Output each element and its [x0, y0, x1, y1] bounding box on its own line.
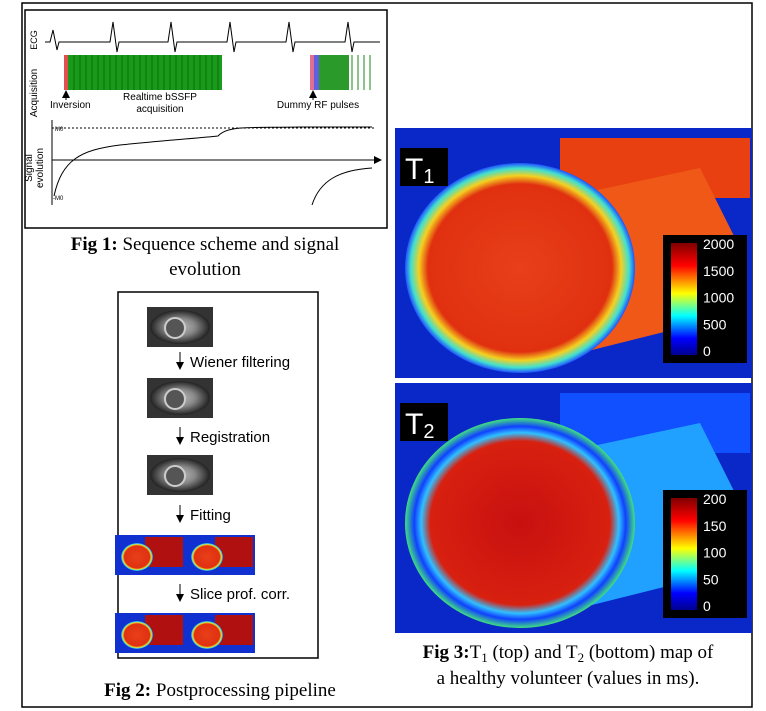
signal-label: evolution — [35, 148, 46, 188]
signal-label: Signal — [24, 154, 35, 182]
fig1-caption: evolution — [169, 259, 241, 280]
caption-text: (bottom) map of — [584, 642, 714, 663]
fig1-frame — [25, 10, 387, 228]
step-label: Registration — [190, 429, 270, 446]
caption-text: (top) and T — [488, 642, 578, 663]
fig2-caption: Fig 2: Postprocessing pipeline — [104, 680, 336, 701]
colorbar-tick-label: 0 — [703, 343, 711, 359]
caption-text: T — [470, 642, 482, 663]
colorbar-tick-label: 1000 — [703, 290, 734, 306]
colorbar — [671, 498, 697, 610]
fig1: ECG Acquisition Signal evolution Inversi… — [24, 10, 387, 280]
colorbar-tick-label: 100 — [703, 545, 727, 561]
dummy-block — [319, 55, 349, 90]
mri-heart — [165, 389, 185, 409]
pipeline: Wiener filtering Registration Fitting Slice… — [115, 307, 290, 653]
colorbar-tick-label: 1500 — [703, 263, 734, 279]
map-label-main: T — [405, 153, 423, 186]
fig3: Fig 3:T1 (top) and T2 (bottom) map of a … — [395, 128, 752, 689]
acq-text: Realtime bSSFP — [123, 92, 197, 103]
map-label-sub: 2 — [423, 421, 434, 443]
m0-text: M0 — [55, 127, 64, 133]
fig2: Wiener filtering Registration Fitting Slice… — [104, 292, 336, 701]
caption-label: Fig 1: — [71, 234, 118, 255]
step-label: Slice prof. corr. — [190, 586, 290, 603]
colorbar-tick-label: 2000 — [703, 236, 734, 252]
map-heart — [405, 163, 635, 373]
caption-label: Fig 3: — [423, 642, 470, 663]
colorbar-tick-label: 500 — [703, 316, 727, 332]
map-heart — [121, 543, 153, 571]
colorbar-tick-label: 0 — [703, 598, 711, 614]
map-heart — [121, 621, 153, 649]
fig3-caption: a healthy volunteer (values in ms). — [437, 668, 700, 689]
map-heart — [191, 543, 223, 571]
caption-text: Postprocessing pipeline — [156, 680, 336, 701]
colorbar-tick-label: 150 — [703, 518, 727, 534]
map-label-sub: 1 — [423, 166, 434, 188]
fig1-caption: Fig 1: Sequence scheme and signal — [71, 234, 340, 255]
inversion-pulse — [64, 55, 68, 90]
map-label-main: T — [405, 408, 423, 441]
map-heart — [405, 418, 635, 628]
colorbar — [671, 243, 697, 355]
step-label: Fitting — [190, 507, 231, 524]
dummy-pulse — [310, 55, 314, 90]
inversion-text: Inversion — [50, 100, 91, 111]
colorbar-tick-label: 200 — [703, 491, 727, 507]
colorbar-tick-label: 50 — [703, 571, 719, 587]
figure: ECG Acquisition Signal evolution Inversi… — [0, 0, 766, 711]
caption-text: Sequence scheme and signal — [122, 234, 339, 255]
fig3-caption: Fig 3:T1 (top) and T2 (bottom) map of — [423, 642, 714, 665]
mri-heart — [165, 466, 185, 486]
mri-heart — [165, 318, 185, 338]
dummy-pulse — [314, 55, 319, 90]
caption-label: Fig 2: — [104, 680, 151, 701]
map-heart — [191, 621, 223, 649]
step-label: Wiener filtering — [190, 354, 290, 371]
ecg-label: ECG — [29, 30, 39, 50]
dummy-text: Dummy RF pulses — [277, 100, 359, 111]
neg-m0-text: -M0 — [53, 196, 64, 202]
acq-text: acquisition — [136, 104, 183, 115]
acq-label: Acquisition — [29, 69, 40, 117]
bssfp-block — [68, 55, 222, 90]
